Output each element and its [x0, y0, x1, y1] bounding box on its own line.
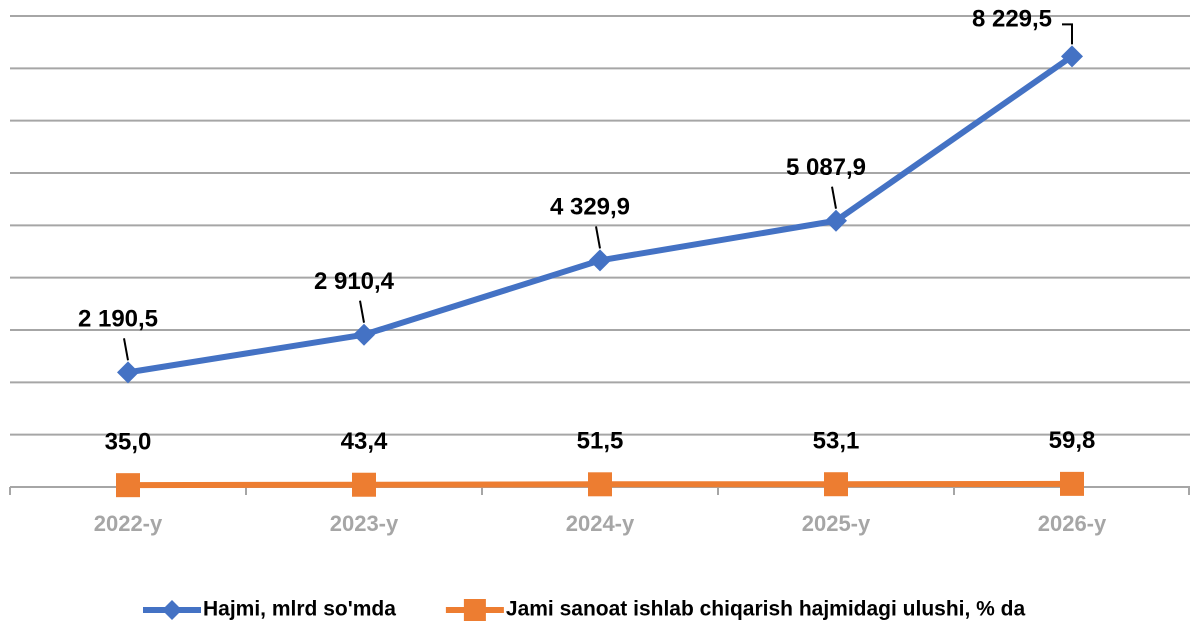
marker: [825, 209, 847, 232]
marker: [1060, 471, 1084, 496]
marker: [353, 323, 375, 346]
data-label: 2 190,5: [78, 306, 158, 333]
x-tick-label: 2023-y: [330, 511, 399, 536]
leader-line: [359, 300, 365, 323]
legend-marker: [162, 600, 182, 620]
leader-line: [831, 186, 837, 209]
x-tick-label: 2026-y: [1038, 511, 1107, 536]
legend-marker: [463, 599, 486, 621]
x-tick-label: 2024-y: [566, 511, 635, 536]
marker: [824, 472, 848, 497]
data-label: 5 087,9: [786, 154, 866, 181]
marker: [117, 361, 139, 384]
data-label: 4 329,9: [550, 194, 630, 221]
leader-line: [1062, 23, 1073, 45]
data-label: 2 910,4: [314, 268, 395, 295]
x-tick-label: 2022-y: [94, 511, 163, 536]
data-label: 43,4: [341, 428, 388, 455]
marker: [588, 472, 612, 497]
leader-line: [123, 338, 129, 361]
marker: [589, 249, 611, 272]
data-label: 53,1: [813, 428, 860, 455]
data-label: 51,5: [577, 428, 624, 455]
data-label: 8 229,5: [972, 6, 1052, 33]
legend-label: Hajmi, mlrd so'mda: [203, 598, 396, 621]
marker: [352, 472, 376, 497]
x-tick-label: 2025-y: [802, 511, 871, 536]
legend-label: Jami sanoat ishlab chiqarish hajmidagi u…: [506, 598, 1026, 621]
data-label: 59,8: [1049, 427, 1096, 454]
leader-line: [595, 226, 601, 249]
marker: [1061, 45, 1083, 68]
marker: [116, 473, 140, 498]
data-label: 35,0: [105, 429, 152, 456]
